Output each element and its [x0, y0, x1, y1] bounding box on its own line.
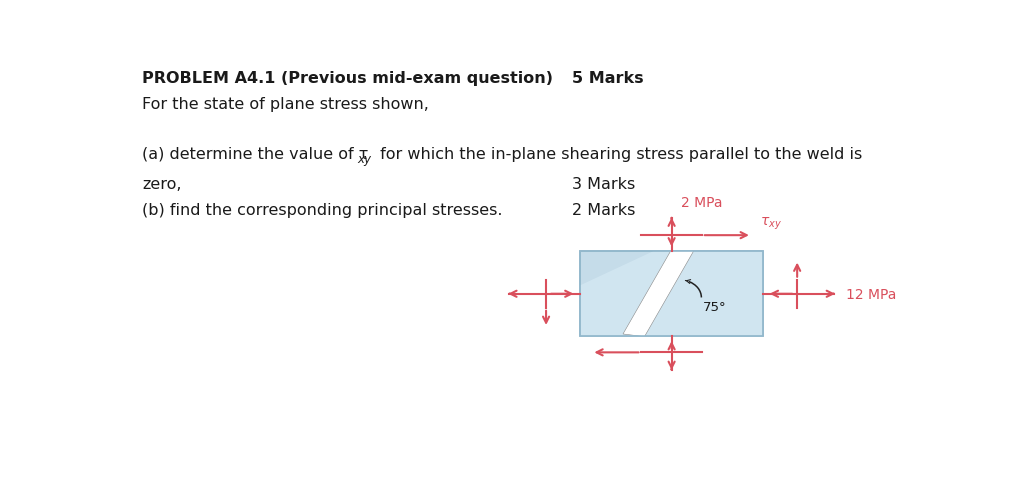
Text: 75°: 75° [703, 301, 727, 314]
Text: (b) find the corresponding principal stresses.: (b) find the corresponding principal str… [142, 203, 503, 217]
Text: xy: xy [357, 153, 371, 166]
Text: 5 Marks: 5 Marks [572, 71, 644, 85]
Text: 3 Marks: 3 Marks [572, 177, 636, 192]
Text: 12 MPa: 12 MPa [846, 287, 897, 301]
Polygon shape [581, 252, 763, 336]
Text: (a) determine the value of τ: (a) determine the value of τ [142, 146, 369, 161]
Text: 2 Marks: 2 Marks [572, 203, 636, 217]
Text: zero,: zero, [142, 177, 182, 192]
Text: $\tau_{xy}$: $\tau_{xy}$ [760, 216, 781, 232]
Text: for which the in-plane shearing stress parallel to the weld is: for which the in-plane shearing stress p… [375, 146, 862, 161]
Text: 2 MPa: 2 MPa [681, 195, 723, 209]
Polygon shape [581, 252, 763, 336]
Polygon shape [623, 244, 696, 337]
Text: PROBLEM A4.1 (Previous mid-exam question): PROBLEM A4.1 (Previous mid-exam question… [142, 71, 553, 85]
Text: For the state of plane stress shown,: For the state of plane stress shown, [142, 96, 429, 111]
